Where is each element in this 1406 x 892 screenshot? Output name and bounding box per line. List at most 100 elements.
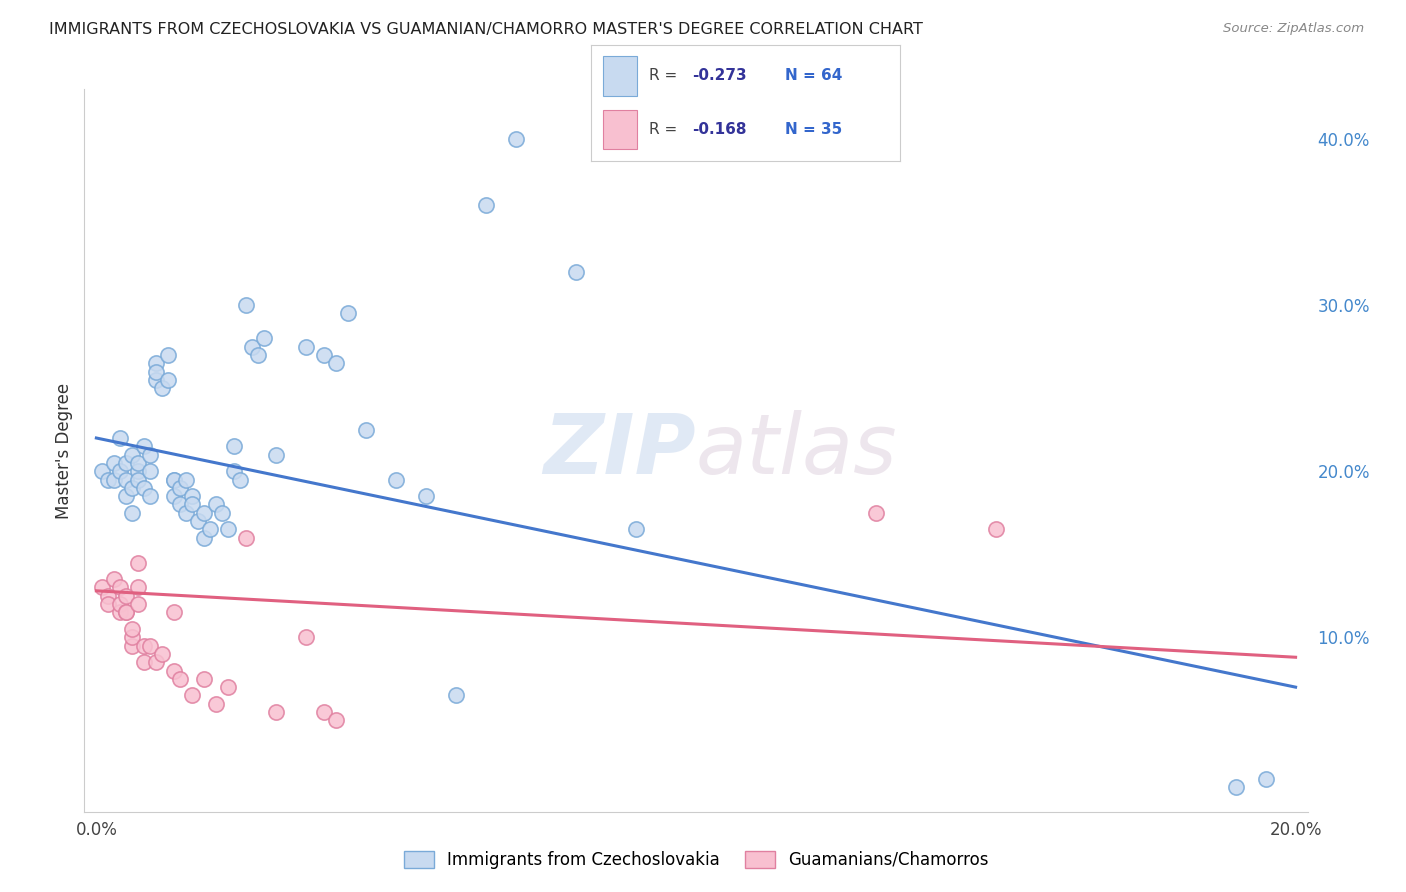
Point [127, 473, 149, 487]
Point [163, 489, 186, 503]
Point [115, 473, 138, 487]
Point [314, 705, 336, 719]
Point [121, 639, 143, 653]
Point [127, 581, 149, 595]
Point [211, 506, 233, 520]
FancyBboxPatch shape [603, 110, 637, 149]
Point [115, 456, 138, 470]
Point [224, 439, 246, 453]
Point [169, 498, 191, 512]
Point [134, 481, 156, 495]
Point [295, 340, 318, 354]
Point [181, 498, 204, 512]
Point [295, 630, 318, 644]
Point [97, 473, 120, 487]
Point [187, 514, 209, 528]
Point [115, 589, 138, 603]
Point [103, 473, 125, 487]
Point [235, 531, 257, 545]
Point [229, 473, 252, 487]
Point [110, 431, 132, 445]
Point [115, 489, 138, 503]
Point [217, 680, 239, 694]
Text: -0.273: -0.273 [693, 69, 747, 84]
Point [145, 655, 167, 669]
Point [157, 373, 180, 387]
Point [127, 456, 149, 470]
Point [115, 606, 138, 620]
Legend: Immigrants from Czechoslovakia, Guamanians/Chamorros: Immigrants from Czechoslovakia, Guamania… [396, 844, 995, 876]
Point [240, 340, 263, 354]
Point [91, 581, 114, 595]
Point [110, 597, 132, 611]
Point [193, 506, 215, 520]
Point [264, 705, 287, 719]
Point [115, 606, 138, 620]
Point [325, 714, 347, 728]
Point [103, 456, 125, 470]
Point [475, 198, 498, 212]
Point [103, 572, 125, 586]
Point [145, 365, 167, 379]
Point [150, 647, 173, 661]
Text: Source: ZipAtlas.com: Source: ZipAtlas.com [1223, 22, 1364, 36]
Point [145, 373, 167, 387]
Point [134, 655, 156, 669]
Text: N = 64: N = 64 [786, 69, 842, 84]
Point [1254, 772, 1277, 786]
Point [134, 639, 156, 653]
Point [415, 489, 437, 503]
Text: IMMIGRANTS FROM CZECHOSLOVAKIA VS GUAMANIAN/CHAMORRO MASTER'S DEGREE CORRELATION: IMMIGRANTS FROM CZECHOSLOVAKIA VS GUAMAN… [49, 22, 924, 37]
Point [181, 489, 204, 503]
Text: N = 35: N = 35 [786, 121, 842, 136]
Point [325, 356, 347, 370]
Point [181, 689, 204, 703]
Point [127, 597, 149, 611]
Point [354, 423, 377, 437]
Point [247, 348, 270, 362]
Point [121, 622, 143, 636]
Point [163, 664, 186, 678]
Point [110, 464, 132, 478]
Text: atlas: atlas [696, 410, 897, 491]
Point [121, 481, 143, 495]
Point [97, 597, 120, 611]
Point [264, 448, 287, 462]
Point [253, 331, 276, 345]
Point [205, 697, 228, 711]
Point [121, 630, 143, 644]
Point [385, 473, 408, 487]
Point [139, 639, 162, 653]
Y-axis label: Master's Degree: Master's Degree [55, 383, 73, 518]
Point [200, 522, 222, 536]
Point [139, 448, 162, 462]
FancyBboxPatch shape [603, 56, 637, 95]
Point [235, 298, 257, 312]
Point [110, 581, 132, 595]
Point [134, 439, 156, 453]
Point [157, 348, 180, 362]
Point [163, 606, 186, 620]
Point [984, 522, 1007, 536]
Point [217, 522, 239, 536]
Text: R =: R = [650, 69, 682, 84]
Point [163, 473, 186, 487]
Point [505, 132, 527, 146]
Point [127, 556, 149, 570]
Point [163, 473, 186, 487]
Point [193, 531, 215, 545]
Point [121, 448, 143, 462]
Point [174, 473, 197, 487]
Point [565, 265, 588, 279]
Point [224, 464, 246, 478]
Text: -0.168: -0.168 [693, 121, 747, 136]
Point [150, 381, 173, 395]
Text: R =: R = [650, 121, 682, 136]
Point [91, 464, 114, 478]
Text: ZIP: ZIP [543, 410, 696, 491]
Point [169, 481, 191, 495]
Point [205, 498, 228, 512]
Point [193, 672, 215, 686]
Point [121, 506, 143, 520]
Point [174, 506, 197, 520]
